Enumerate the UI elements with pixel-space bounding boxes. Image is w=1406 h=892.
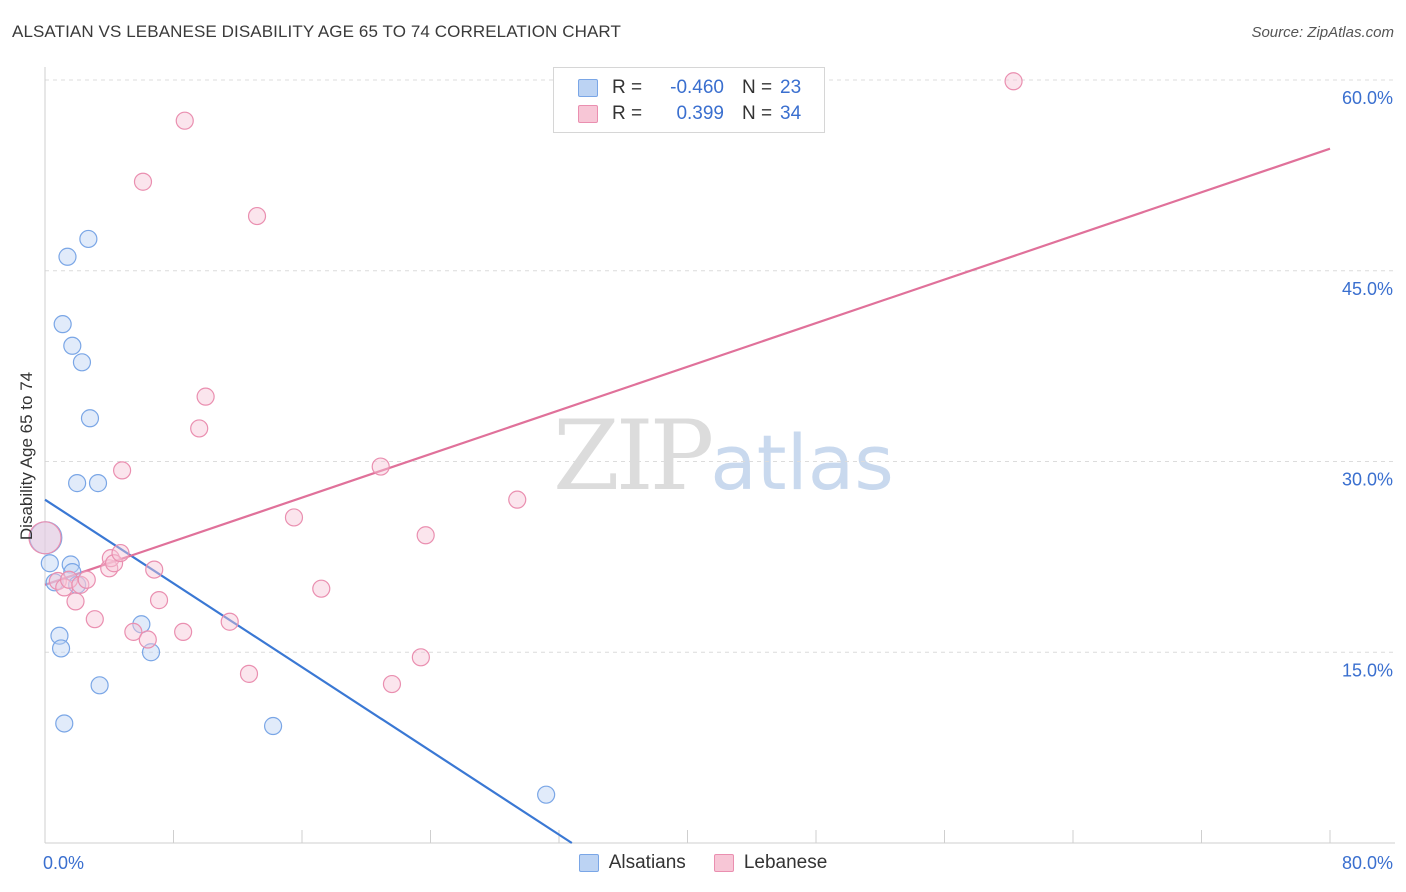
data-point-lebanese (149, 591, 169, 610)
data-point-alsatians (537, 785, 556, 804)
tick-labels: 15.0% 30.0% 45.0% 60.0% 0.0% 80.0% (43, 88, 1393, 873)
data-point-lebanese (382, 674, 402, 694)
data-point-alsatians (53, 315, 72, 334)
data-point-lebanese (28, 521, 62, 555)
data-point-alsatians (90, 676, 109, 695)
r-value: 0.399 (676, 103, 724, 124)
y-tick-label: 45.0% (1342, 279, 1393, 299)
data-point-alsatians (72, 353, 92, 372)
data-point-lebanese (284, 508, 304, 527)
alsatians-swatch (578, 854, 599, 872)
data-point-lebanese (101, 549, 120, 568)
data-point-lebanese (411, 648, 430, 667)
n-value: 23 (780, 77, 802, 98)
data-points (28, 72, 1023, 804)
data-point-lebanese (175, 111, 194, 130)
data-point-lebanese (190, 419, 209, 438)
data-point-lebanese (112, 461, 132, 480)
data-point-lebanese (77, 570, 96, 589)
data-point-alsatians (51, 639, 71, 658)
r-value: -0.460 (670, 77, 724, 98)
data-point-alsatians (63, 336, 82, 355)
y-tick-label: 30.0% (1342, 470, 1393, 490)
n-label: N = (742, 77, 773, 98)
y-tick-label: 60.0% (1342, 88, 1393, 108)
lebanese-swatch (713, 854, 734, 872)
data-point-alsatians (88, 474, 108, 493)
legend-item-alsatians[interactable]: Alsatians (578, 852, 686, 874)
watermark-zip: ZIP (553, 400, 714, 512)
data-point-alsatians (80, 409, 100, 428)
data-point-lebanese (85, 610, 104, 629)
data-point-alsatians (58, 247, 77, 266)
alsatians-swatch (578, 79, 598, 97)
n-label: N = (742, 103, 773, 124)
data-point-alsatians (55, 714, 74, 733)
r-label: R = (612, 103, 643, 124)
data-point-lebanese (59, 570, 79, 589)
data-point-lebanese (111, 543, 130, 563)
data-point-lebanese (133, 172, 153, 191)
data-point-lebanese (174, 622, 193, 642)
data-point-alsatians (61, 555, 80, 574)
data-point-lebanese (247, 206, 267, 226)
legend-row-alsatians: R = -0.460 N = 23 (578, 76, 801, 100)
data-point-lebanese (1004, 72, 1023, 91)
legend-label: Alsatians (608, 852, 686, 873)
stats-legend: R = -0.460 N = 23 R = 0.399 N = 34 (553, 67, 825, 133)
legend-row-lebanese: R = 0.399 N = 34 (578, 102, 801, 126)
source-label: Source: ZipAtlas.com (1251, 24, 1394, 41)
data-point-lebanese (239, 664, 259, 683)
legend-item-lebanese[interactable]: Lebanese (713, 852, 828, 874)
axes (44, 67, 1395, 844)
lebanese-swatch (578, 105, 598, 123)
data-point-lebanese (312, 579, 331, 598)
y-tick-label: 15.0% (1342, 660, 1393, 680)
r-label: R = (612, 77, 643, 98)
data-point-lebanese (196, 387, 215, 406)
data-point-lebanese (124, 622, 143, 642)
data-point-lebanese (145, 560, 164, 579)
data-point-alsatians (79, 229, 98, 249)
x-tick-label: 80.0% (1342, 853, 1393, 873)
n-value: 34 (780, 103, 802, 124)
data-point-lebanese (138, 630, 157, 649)
series-legend: Alsatians Lebanese (0, 852, 1406, 874)
trend-line-alsatians (44, 498, 573, 844)
data-point-alsatians (68, 474, 87, 493)
x-tick-label: 0.0% (43, 853, 84, 873)
data-point-alsatians (263, 716, 283, 736)
data-point-lebanese (371, 457, 390, 476)
data-point-lebanese (66, 592, 85, 611)
trend-lines (44, 147, 1331, 844)
data-point-lebanese (104, 554, 124, 573)
legend-label: Lebanese (743, 852, 828, 873)
data-point-lebanese (416, 526, 435, 545)
chart-title: ALSATIAN VS LEBANESE DISABILITY AGE 65 T… (12, 22, 621, 41)
y-axis-label: Disability Age 65 to 74 (17, 371, 36, 541)
trend-line-lebanese (44, 147, 1331, 586)
data-point-lebanese (220, 612, 239, 631)
data-point-alsatians (40, 554, 59, 573)
data-point-lebanese (508, 490, 527, 509)
watermark-atlas: atlas (710, 418, 894, 507)
gridlines (45, 79, 1395, 653)
watermark: ZIPatlas (553, 400, 894, 512)
